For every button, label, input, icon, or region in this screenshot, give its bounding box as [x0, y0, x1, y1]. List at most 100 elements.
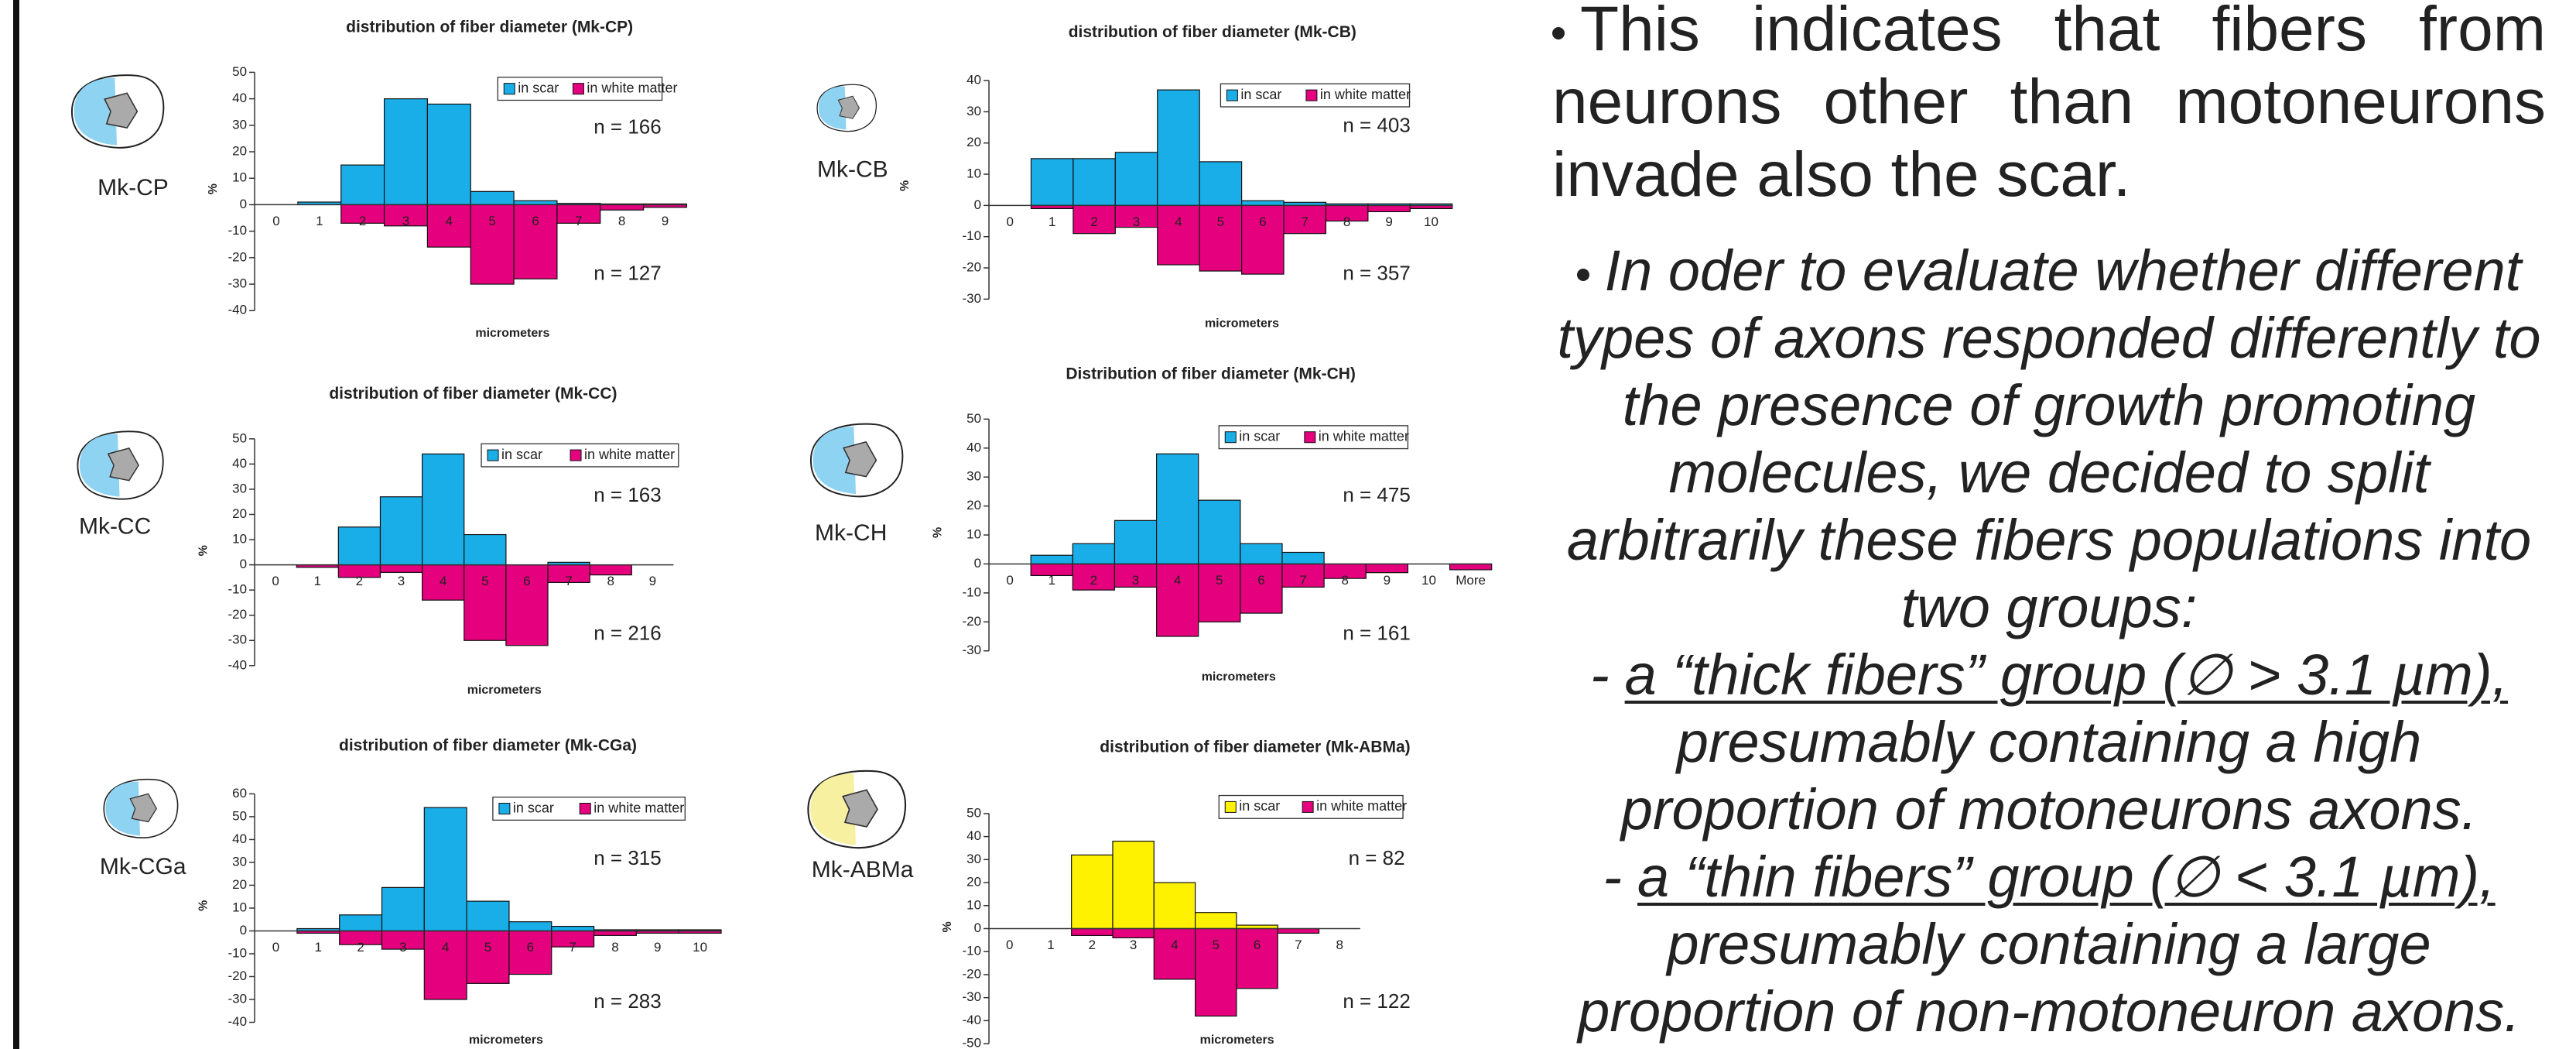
specimen-label: Mk-CH — [815, 520, 887, 546]
legend-label: in scar — [1240, 87, 1281, 102]
chart-title: distribution of fiber diameter (Mk-CC) — [329, 385, 617, 403]
legend-label: in scar — [1239, 428, 1280, 444]
x-tick-label: 8 — [618, 214, 625, 228]
chart-title: distribution of fiber diameter (Mk-ABMa) — [1100, 739, 1410, 756]
legend-swatch — [1302, 801, 1313, 812]
x-tick-label: 0 — [1006, 938, 1013, 952]
y-tick-label: 30 — [232, 854, 247, 869]
sample-size: n = 475 — [1343, 483, 1410, 506]
x-tick-label: 5 — [488, 214, 495, 228]
x-tick-label: 7 — [1299, 573, 1306, 588]
bar — [1196, 913, 1237, 929]
y-axis-label: % — [931, 527, 944, 538]
specimen-label: Mk-ABMa — [812, 857, 914, 883]
x-tick-label: 8 — [607, 574, 614, 588]
x-axis-label: micrometers — [1205, 317, 1279, 330]
x-tick-label: 5 — [484, 940, 491, 955]
bar — [382, 887, 425, 931]
legend-swatch — [487, 450, 498, 461]
bar — [1199, 162, 1241, 205]
bar — [1154, 928, 1195, 979]
y-tick-label: 10 — [966, 897, 981, 912]
x-tick-label: 6 — [523, 574, 530, 588]
bar — [467, 901, 509, 931]
legend-label: in scar — [518, 80, 559, 95]
specimen-label: Mk-CP — [97, 175, 169, 201]
y-tick-label: 20 — [232, 506, 247, 521]
group-item: -a “thin fibers” group (∅ < 3.1 µm),pres… — [1552, 843, 2546, 1045]
y-tick-label: -30 — [227, 632, 247, 647]
group-description: presumably containing a large proportion… — [1578, 912, 2520, 1044]
x-axis-label: micrometers — [467, 684, 542, 697]
y-tick-label: 50 — [232, 430, 247, 445]
x-tick-label: 1 — [1049, 573, 1055, 588]
paragraph-text: This indicates that fibers from neurons … — [1552, 0, 2546, 210]
x-axis-label: micrometers — [1200, 1034, 1274, 1047]
y-tick-label: -40 — [962, 1013, 981, 1027]
bar — [422, 454, 464, 564]
bar — [1366, 564, 1408, 572]
x-tick-label: 7 — [1295, 938, 1302, 952]
y-tick-label: -10 — [962, 228, 981, 243]
sample-size: n = 127 — [594, 261, 661, 284]
y-tick-label: 40 — [966, 828, 981, 843]
x-tick-label: 1 — [1049, 214, 1055, 229]
bar — [1450, 564, 1492, 569]
x-tick-label: 6 — [527, 940, 534, 955]
x-tick-label: 7 — [569, 940, 576, 955]
bar — [514, 201, 557, 204]
legend-label: in white matter — [1320, 87, 1411, 102]
page-body: distribution of fiber diameter (Mk-CP)-4… — [0, 0, 2576, 1049]
bar — [385, 99, 428, 205]
bar — [1113, 928, 1154, 938]
y-tick-label: -10 — [962, 584, 981, 599]
y-tick-label: 60 — [232, 786, 247, 800]
y-tick-label: 50 — [232, 808, 247, 823]
bar — [467, 931, 509, 983]
sample-size: n = 357 — [1343, 261, 1410, 284]
y-tick-label: 20 — [232, 877, 247, 892]
y-tick-label: 10 — [232, 900, 247, 914]
bar — [1073, 159, 1115, 206]
x-tick-label: 2 — [357, 940, 364, 955]
bar — [1031, 555, 1072, 564]
y-tick-label: -20 — [962, 260, 981, 275]
bar — [600, 204, 644, 210]
bar — [427, 104, 470, 204]
y-tick-label: -20 — [227, 968, 247, 983]
bar — [1240, 564, 1282, 613]
bar — [424, 807, 467, 931]
x-tick-label: 8 — [611, 940, 618, 955]
y-tick-label: 10 — [966, 527, 981, 542]
y-tick-label: -20 — [962, 614, 981, 629]
x-tick-label: 9 — [654, 940, 661, 955]
y-tick-label: 0 — [240, 557, 247, 571]
x-tick-label: 9 — [662, 214, 669, 228]
x-tick-label: 6 — [532, 214, 539, 228]
y-tick-label: 30 — [966, 104, 981, 118]
legend-label: in white matter — [1319, 428, 1409, 444]
legend-swatch — [570, 450, 581, 461]
chart-title: Distribution of fiber diameter (Mk-CH) — [1066, 365, 1356, 383]
y-tick-label: -30 — [962, 643, 981, 657]
y-tick-label: 40 — [232, 831, 247, 846]
y-tick-label: -10 — [227, 945, 247, 960]
x-tick-label: 0 — [1007, 214, 1014, 229]
bar — [1031, 159, 1072, 206]
x-tick-label: 10 — [1424, 214, 1439, 229]
legend-swatch — [1305, 432, 1315, 443]
y-tick-label: 0 — [974, 197, 981, 212]
sample-size: n = 122 — [1343, 989, 1410, 1013]
y-tick-label: 50 — [966, 805, 981, 820]
bar — [1282, 552, 1324, 564]
y-tick-label: -10 — [227, 223, 247, 238]
x-tick-label: 2 — [356, 574, 363, 588]
sample-size: n = 283 — [594, 989, 661, 1013]
y-tick-label: 20 — [966, 135, 981, 149]
y-tick-label: -30 — [227, 991, 247, 1006]
x-tick-label: 8 — [1343, 214, 1350, 229]
sample-size: n = 82 — [1349, 846, 1405, 869]
group-item: -a “thick fibers” group (∅ > 3.1 µm),pre… — [1552, 641, 2546, 843]
x-tick-label: 5 — [1216, 573, 1223, 588]
x-tick-label: 3 — [1132, 573, 1139, 588]
